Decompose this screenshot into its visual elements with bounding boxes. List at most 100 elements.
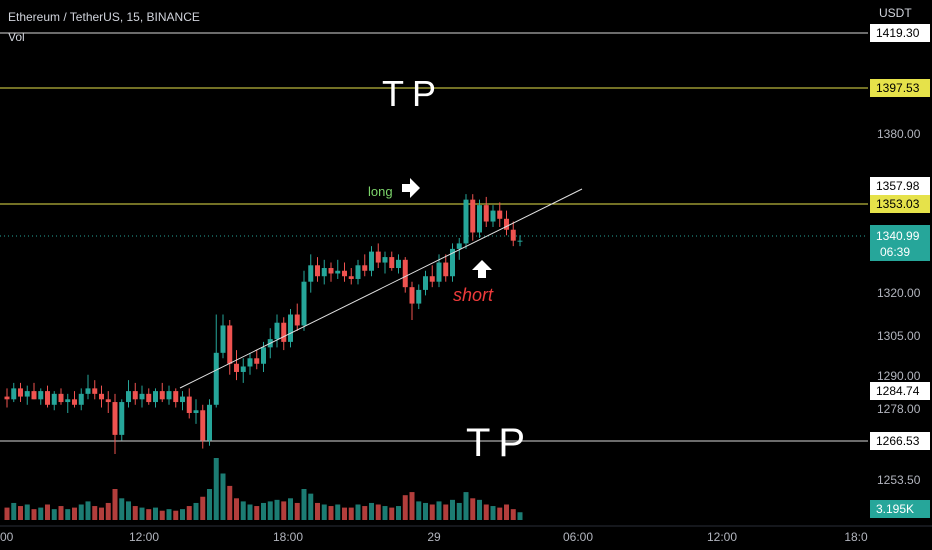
volume-bar	[450, 499, 455, 520]
volume-bar	[362, 506, 368, 520]
candle-body	[227, 325, 233, 364]
candle-body	[463, 199, 469, 244]
candle-body	[45, 391, 50, 405]
candle-body	[328, 268, 334, 274]
candle-body	[470, 199, 476, 233]
tp-lower-price-label-bg	[870, 432, 930, 450]
countdown-label: 06:39	[880, 245, 910, 259]
volume-bar	[99, 507, 104, 520]
candle-body	[389, 257, 395, 269]
candle-body	[180, 396, 185, 403]
candle-body	[342, 270, 347, 277]
level-label-b: 1353.03	[876, 197, 920, 211]
volume-bar	[72, 507, 77, 520]
volume-bar	[463, 492, 469, 520]
volume-bar	[497, 507, 503, 520]
volume-bar	[301, 489, 307, 520]
candle-body	[200, 410, 206, 441]
candle-body	[31, 391, 37, 400]
candle-body	[139, 393, 145, 400]
volume-bar	[315, 502, 320, 520]
volume-bar	[423, 502, 428, 520]
candle-body	[423, 276, 428, 290]
volume-bar	[166, 509, 172, 520]
price-tick-label: 1380.00	[877, 127, 921, 141]
long-annotation: long	[368, 184, 393, 199]
candle-body	[119, 402, 125, 435]
candle-body	[112, 402, 118, 435]
symbol-title[interactable]: Ethereum / TetherUS, 15, BINANCE	[8, 10, 200, 24]
candle-body	[240, 366, 246, 372]
volume-bar	[402, 495, 408, 520]
candle-body	[409, 287, 415, 304]
volume-bar	[355, 504, 361, 520]
candle-body	[146, 393, 152, 403]
candle-body	[24, 391, 30, 397]
candle-body	[207, 404, 212, 441]
volume-bar	[227, 485, 233, 520]
volume-label: 3.195K	[876, 502, 914, 516]
volume-bar	[119, 498, 125, 520]
candle-body	[166, 391, 172, 400]
candle-body	[99, 393, 104, 400]
candle-body	[517, 240, 523, 242]
candle-body	[497, 210, 503, 219]
candle-body	[92, 388, 98, 394]
volume-bar	[342, 507, 347, 520]
volume-bar	[490, 506, 496, 520]
tp-upper-price-label: 1397.53	[876, 81, 920, 95]
volume-bar	[409, 492, 415, 520]
candle-body	[213, 352, 219, 405]
candle-body	[308, 265, 314, 282]
time-tick-label: 18:00	[273, 530, 303, 544]
volume-bar	[429, 504, 435, 520]
volume-bar	[38, 507, 44, 520]
volume-bar	[416, 501, 422, 520]
short-annotation: short	[453, 285, 494, 305]
time-tick-label: 12:00	[129, 530, 159, 544]
price-tick-label: 1278.00	[877, 402, 921, 416]
volume-bar	[274, 499, 280, 520]
candle-body	[281, 322, 287, 342]
volume-bar	[261, 502, 266, 520]
volume-bar	[321, 504, 327, 520]
volume-bar	[456, 502, 462, 520]
volume-bar	[483, 504, 489, 520]
candle-body	[193, 410, 199, 413]
price-tick-label: 1305.00	[877, 329, 921, 343]
tp-upper-price-label-bg	[870, 79, 930, 97]
volume-bar	[247, 504, 253, 520]
candle-body	[153, 391, 158, 403]
volume-bar	[4, 507, 10, 520]
volume-bar	[443, 504, 449, 520]
time-tick-label: 12:00	[707, 530, 737, 544]
candle-body	[288, 314, 293, 342]
last-price-label: 1340.99	[876, 229, 920, 243]
volume-bar	[18, 506, 23, 520]
volume-bar	[328, 506, 334, 520]
candle-body	[402, 259, 408, 288]
level-label-a: 1357.98	[876, 179, 920, 193]
volume-bar	[234, 498, 239, 520]
volume-bar	[186, 506, 192, 520]
candle-body	[261, 347, 266, 364]
candle-body	[274, 322, 280, 340]
tp-lower-annotation: TP	[466, 421, 533, 465]
volume-bar	[220, 473, 226, 520]
candle-body	[247, 358, 253, 367]
candle-body	[301, 281, 307, 326]
volume-bar	[31, 509, 37, 520]
volume-bar	[288, 498, 293, 520]
volume-bar	[504, 504, 509, 520]
volume-bar	[139, 507, 145, 520]
candle-body	[65, 399, 71, 403]
volume-label-bg	[870, 500, 930, 518]
candle-body	[348, 276, 354, 279]
candle-body	[159, 391, 165, 400]
candle-body	[382, 257, 388, 263]
candle-body	[396, 259, 401, 269]
volume-bar	[396, 506, 401, 520]
volume-bar	[369, 502, 374, 520]
